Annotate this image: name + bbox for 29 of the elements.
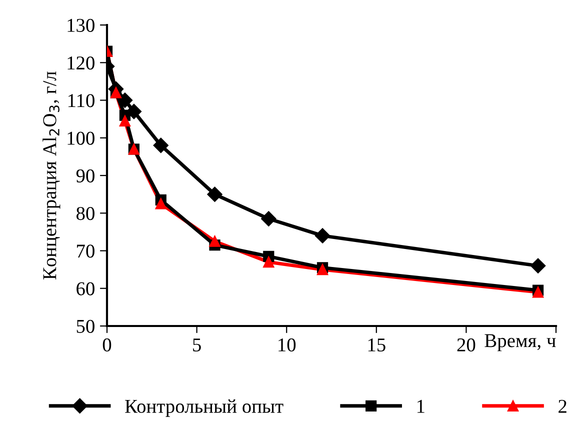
- y-tick-label: 80: [76, 206, 94, 220]
- y-tick-label: 70: [77, 244, 94, 258]
- x-tick-label: 15: [368, 338, 386, 352]
- point: [207, 186, 222, 202]
- point: [530, 258, 546, 274]
- x-axis-title: Время, ч: [484, 334, 556, 352]
- y-tick-label: 120: [68, 56, 94, 70]
- y-tick-label: 60: [76, 282, 94, 296]
- point: [314, 228, 330, 244]
- x-tick-label: 0: [102, 338, 112, 352]
- x-tick-label: 10: [278, 338, 296, 352]
- x-tick-label: 5: [193, 338, 201, 352]
- y-tick-label: 50: [76, 320, 94, 333]
- point: [155, 198, 166, 210]
- y-axis-title: Концентрация Al$_{2}$O$_{3}$, г/л: [42, 72, 60, 280]
- legend-label: 1: [418, 400, 424, 413]
- legend-label: Контрольный опыт: [125, 399, 284, 417]
- point: [209, 236, 220, 247]
- y-tick-label: 130: [68, 18, 94, 32]
- y-tick-label: 110: [68, 94, 94, 108]
- point: [153, 138, 168, 153]
- x-tick-label: 20: [457, 338, 476, 352]
- point: [263, 256, 274, 268]
- y-tick-label: 100: [68, 132, 94, 145]
- point: [117, 92, 133, 108]
- y-tick-label: 90: [76, 169, 94, 182]
- point: [119, 115, 131, 126]
- legend-label: 2: [558, 400, 566, 413]
- point: [261, 211, 276, 226]
